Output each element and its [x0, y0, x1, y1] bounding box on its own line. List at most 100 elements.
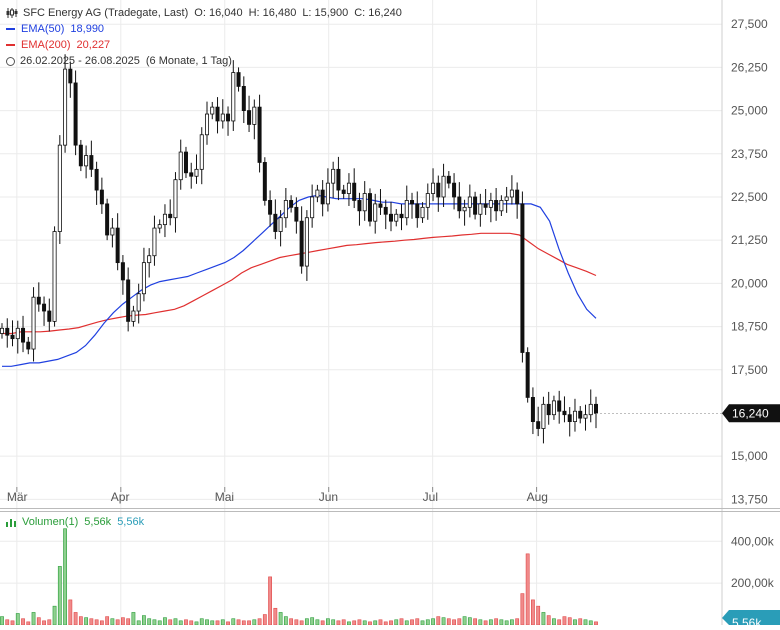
volume-bar-up	[478, 619, 483, 626]
candlestick-icon	[6, 8, 18, 18]
x-tick-label: Mär	[7, 490, 28, 504]
candle-up	[362, 193, 367, 212]
candle-down	[483, 203, 488, 208]
volume-legend: Volumen(1) 5,56k 5,56k	[6, 516, 150, 528]
candle-up	[331, 168, 336, 184]
volume-bar-up	[110, 618, 115, 626]
volume-badge-label: 5,56k	[732, 616, 762, 625]
legend-ema200-row[interactable]: EMA(200) 20,227	[6, 37, 408, 53]
candle-up	[31, 296, 36, 350]
volume-bar-up	[488, 619, 493, 626]
volume-bar-down	[215, 620, 220, 626]
y-tick-label: 21,250	[731, 233, 768, 247]
volume-bar-down	[189, 620, 194, 626]
volume-bar-up	[326, 618, 330, 626]
candle-down	[241, 85, 246, 111]
candle-up	[152, 227, 157, 257]
candle-down	[247, 110, 252, 125]
candle-up	[157, 224, 162, 229]
candle-up	[52, 231, 57, 322]
candle-down	[226, 113, 231, 122]
candle-down	[68, 68, 73, 84]
candle-down	[10, 334, 15, 340]
candle-down	[562, 410, 567, 416]
volume-bar-down	[536, 605, 541, 626]
ema-lines	[2, 194, 597, 367]
volume-bar-down	[452, 619, 456, 626]
candle-up	[420, 206, 425, 219]
volume-bar-up	[147, 618, 152, 626]
volume-bar-up	[152, 619, 157, 626]
y-tick-label: 22,500	[731, 190, 768, 204]
date-range: 26.02.2025 - 26.08.2025	[20, 55, 140, 67]
legend-range-row[interactable]: 26.02.2025 - 26.08.2025 (6 Monate, 1 Tag…	[6, 53, 408, 69]
volume-bar-up	[552, 618, 556, 626]
candle-down	[42, 303, 47, 312]
candle-up	[441, 175, 446, 198]
volume-bar-down	[378, 619, 383, 626]
ohlc-high: H: 16,480	[248, 7, 297, 19]
volume-bar-up	[210, 620, 215, 626]
volume-bar-down	[546, 615, 551, 626]
candle-down	[378, 203, 383, 208]
volume-bar-down	[567, 617, 572, 626]
candle-up	[346, 182, 351, 194]
candle-down	[494, 200, 499, 212]
ohlc-low: L: 15,900	[302, 7, 349, 19]
volume-bar-down	[68, 599, 73, 626]
candle-up	[231, 72, 236, 122]
grid	[0, 0, 722, 625]
y-tick-label: 15,000	[731, 449, 768, 463]
volume-bar-up	[404, 620, 409, 626]
candle-up	[162, 213, 167, 226]
candle-up	[325, 182, 330, 205]
candle-down	[236, 72, 241, 87]
candle-up	[278, 217, 283, 232]
volume-value-2: 5,56k	[117, 516, 145, 528]
candle-down	[215, 106, 220, 122]
volume-bar-up	[52, 605, 57, 626]
candle-down	[357, 200, 362, 212]
volume-bar-up	[131, 612, 136, 626]
candle-down	[415, 203, 420, 219]
volume-bar-down	[410, 619, 414, 626]
volume-bar-down	[483, 620, 488, 626]
volume-bar-up	[31, 612, 36, 626]
candle-down	[21, 327, 26, 343]
candle-up	[304, 217, 309, 267]
candle-up	[588, 403, 593, 416]
candle-down	[36, 296, 41, 305]
volume-bar-up	[231, 618, 236, 626]
volume-bar-up	[331, 619, 336, 626]
volume-bar-up	[199, 618, 204, 626]
volume-bar-up	[583, 619, 588, 626]
volume-bar-down	[94, 619, 99, 626]
volume-bar-down	[473, 618, 477, 626]
candle-down	[94, 168, 99, 191]
x-tick-label: Mai	[215, 490, 234, 504]
candle-down	[78, 144, 83, 167]
candle-up	[220, 113, 225, 122]
volume-bar-up	[57, 566, 62, 626]
volume-bar-up	[252, 619, 257, 626]
volume-bar-down	[294, 619, 299, 626]
y-tick-label: 20,000	[731, 276, 768, 290]
candle-down	[567, 414, 572, 423]
volume-bar-down	[21, 618, 25, 626]
candle-down	[26, 341, 31, 350]
ema200-swatch	[6, 44, 15, 46]
candle-up	[478, 203, 483, 215]
candle-down	[399, 213, 404, 219]
volume-bar-down	[268, 576, 272, 626]
volume-bar-up	[173, 618, 178, 626]
volume-bar-down	[399, 618, 404, 626]
candle-down	[320, 189, 325, 205]
volume-bars	[0, 528, 598, 626]
volume-bar-down	[73, 612, 78, 626]
volume-bar-down	[520, 593, 525, 626]
volume-bar-up	[509, 619, 514, 626]
y-tick-label: 25,000	[731, 104, 768, 118]
legend-ema50-row[interactable]: EMA(50) 18,990	[6, 21, 408, 37]
